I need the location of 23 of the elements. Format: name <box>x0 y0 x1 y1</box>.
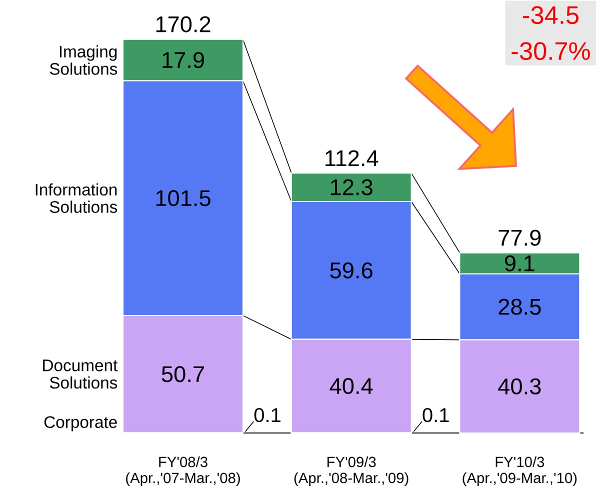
data-label: 101.5 <box>156 190 210 206</box>
data-label: 0.1 <box>254 408 280 422</box>
total-label: 77.9 <box>498 230 541 246</box>
data-label: 28.5 <box>498 298 541 315</box>
x-tick-label: FY'09/3 (Apr.,'08-Mar.,'09) <box>294 456 408 486</box>
data-label: 17.9 <box>162 52 204 68</box>
x-tick-label: FY'10/3 (Apr.,'09-Mar.,'10) <box>462 456 577 486</box>
series-label: Information Solutions <box>36 183 118 213</box>
annotation: -30.7% <box>512 42 590 60</box>
data-label: 59.6 <box>330 262 372 278</box>
series-label: Corporate <box>44 416 117 432</box>
data-label: 9.1 <box>504 255 534 272</box>
series-label: Imaging Solutions <box>50 45 118 75</box>
data-label: 40.4 <box>330 378 373 394</box>
x-tick-label: FY'08/3 (Apr.,'07-Mar.,'08) <box>126 456 240 486</box>
series-label: Document Solutions <box>43 360 118 389</box>
total-label: 112.4 <box>326 150 378 166</box>
total-label: 170.2 <box>156 16 210 32</box>
data-label: 40.3 <box>498 378 541 394</box>
text: -34.5 <box>522 6 578 24</box>
data-label: 12.3 <box>331 179 372 196</box>
data-label: 50.7 <box>162 366 204 382</box>
data-label: 0.1 <box>422 408 449 422</box>
